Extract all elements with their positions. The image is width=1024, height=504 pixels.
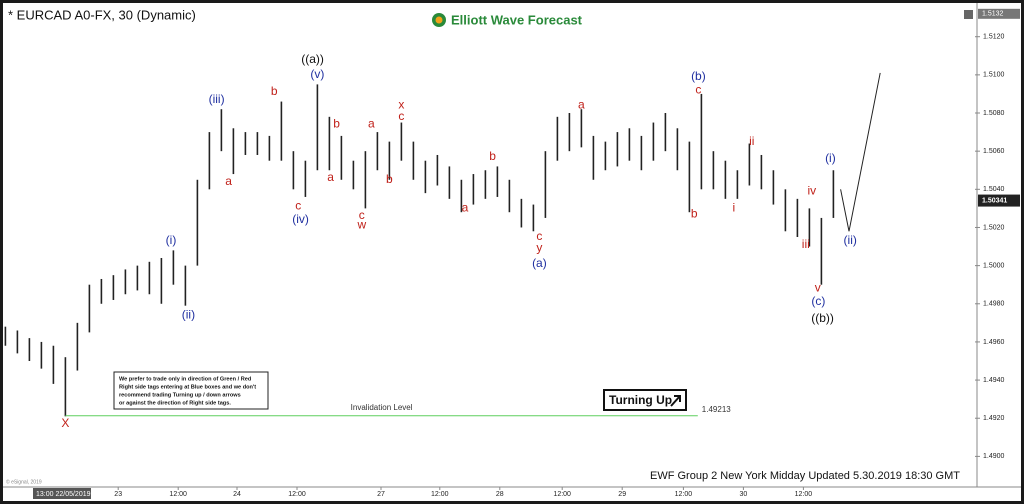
wave-label: c [295, 199, 301, 213]
wave-label: X [61, 416, 69, 430]
y-tick-label: 1.5100 [983, 72, 1005, 79]
wave-label: iii [802, 237, 810, 251]
wave-label: b [489, 149, 496, 163]
wave-label: a [327, 170, 334, 184]
x-tick-label: 12:00 [795, 491, 813, 498]
wave-label: a [462, 201, 469, 215]
wave-label: y [536, 241, 542, 255]
current-price-box [978, 194, 1020, 207]
y-tick-label: 1.4940 [983, 377, 1005, 384]
notice-line: Right side tags entering at Blue boxes a… [119, 384, 256, 390]
wave-label: (b) [691, 69, 706, 83]
wave-label: a [578, 98, 585, 112]
copyright: © eSignal, 2019 [6, 478, 42, 485]
x-tick-label: 29 [618, 491, 626, 498]
x-tick-label: 24 [233, 491, 241, 498]
wave-label: (iii) [209, 92, 225, 106]
wave-label: (iv) [292, 212, 309, 226]
y-tick-label: 1.5080 [983, 110, 1005, 117]
x-tick-label: 12:00 [431, 491, 449, 498]
x-tick-label: 27 [377, 491, 385, 498]
wave-label: a [225, 174, 232, 188]
wave-label: ii [749, 134, 754, 148]
y-tick-label: 1.4980 [983, 301, 1005, 308]
wave-label: b [691, 206, 698, 220]
wave-label: (v) [310, 67, 324, 81]
wave-label: a [368, 117, 375, 131]
y-tick-label: 1.5020 [983, 224, 1005, 231]
wave-label: i [732, 201, 735, 215]
wave-label: b [333, 117, 340, 131]
x-tick-label: 12:00 [169, 491, 187, 498]
notice-border [113, 371, 269, 410]
corner-icon [964, 10, 973, 19]
notice-line: We prefer to trade only in direction of … [119, 376, 252, 382]
brand-text: Elliott Wave Forecast [451, 12, 583, 27]
wave-label: (i) [166, 233, 177, 247]
logo-icon-inner [435, 16, 443, 24]
signal-box: Turning Up [603, 389, 687, 411]
wave-label: (ii) [844, 233, 857, 247]
wave-label: v [815, 281, 821, 295]
cursor-label: 13:00 22/05/2019 [36, 491, 91, 498]
notice-box: We prefer to trade only in direction of … [113, 371, 269, 410]
chart-title: * EURCAD A0-FX, 30 (Dynamic) [8, 7, 196, 22]
wave-label: b [271, 84, 278, 98]
top-price-label: 1.5132 [982, 11, 1004, 18]
x-tick-label: 28 [496, 491, 504, 498]
x-tick-label: 12:00 [288, 491, 306, 498]
invalidation-value: 1.49213 [702, 405, 731, 414]
footer: EWF Group 2 New York Midday Updated 5.30… [650, 470, 960, 482]
wave-label: ((b)) [811, 311, 834, 325]
signal-text: Turning Up [609, 393, 672, 407]
wave-label: b [386, 172, 393, 186]
current-price-label: 1.50341 [982, 197, 1007, 204]
wave-label: iv [807, 183, 816, 197]
wave-label: c [695, 82, 701, 96]
y-tick-label: 1.5120 [983, 34, 1005, 41]
x-tick-label: 30 [740, 491, 748, 498]
notice-line: or against the direction of Right side t… [119, 400, 231, 406]
x-tick-label: 12:00 [553, 491, 571, 498]
y-tick-label: 1.5060 [983, 148, 1005, 155]
y-tick-label: 1.5000 [983, 262, 1005, 269]
wave-label: (ii) [182, 307, 195, 321]
x-tick-label: 12:00 [675, 491, 693, 498]
y-tick-label: 1.4920 [983, 415, 1005, 422]
wave-label: (a) [532, 256, 547, 270]
wave-label: w [356, 218, 366, 232]
projection-line [840, 72, 881, 232]
notice-line: recommend trading Turning up / down arro… [119, 392, 241, 398]
y-tick-label: 1.4960 [983, 339, 1005, 346]
cursor-label-box [33, 488, 91, 499]
wave-label: x [398, 98, 404, 112]
wave-label: (i) [825, 151, 836, 165]
y-tick-label: 1.4900 [983, 453, 1005, 460]
wave-label: c [359, 208, 365, 222]
wave-label: ((a)) [301, 52, 324, 66]
wave-label: c [536, 229, 542, 243]
x-tick-label: 23 [114, 491, 122, 498]
wave-label: (c) [811, 294, 825, 308]
signal-arrow [670, 395, 681, 407]
invalidation-label: Invalidation Level [351, 403, 413, 412]
signal-border [603, 389, 687, 411]
top-price-box [978, 8, 1020, 19]
y-tick-label: 1.5040 [983, 186, 1005, 193]
brand-logo: Elliott Wave Forecast [432, 12, 583, 27]
wave-label: c [398, 109, 404, 123]
